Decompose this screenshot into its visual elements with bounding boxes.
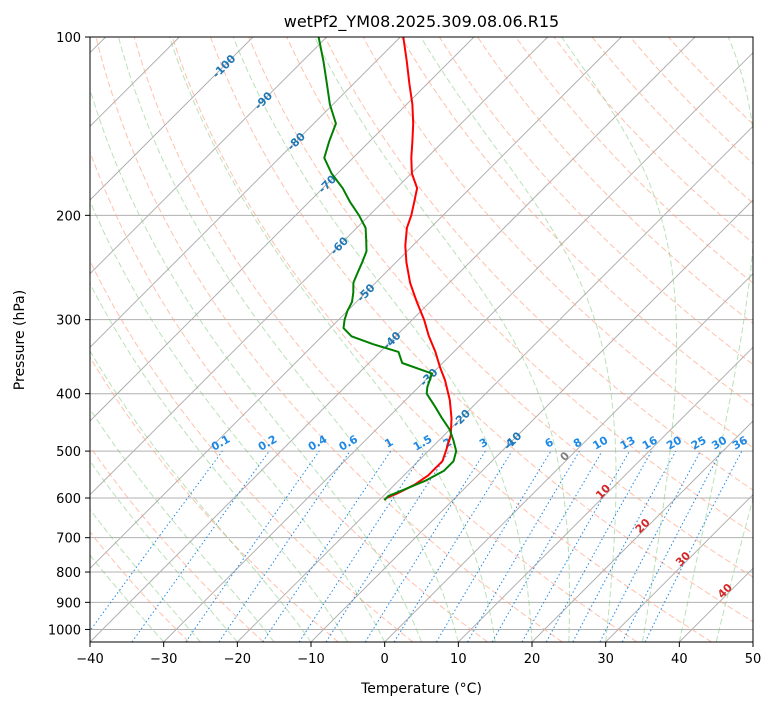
dry-adiabat [210, 37, 753, 623]
x-axis-ticks: −40 −30 −20 −10 0 10 20 30 40 50 [76, 642, 761, 667]
plot-frame [89, 36, 754, 643]
mixing-ratio-line [491, 450, 603, 642]
y-axis-label: Pressure (hPa) [12, 290, 28, 390]
isotherm-gridline [384, 272, 753, 642]
mixing-ratio-line [185, 450, 320, 642]
isotherm-gridline [90, 37, 254, 201]
x-tick-label: 40 [671, 652, 688, 667]
x-tick-label: −10 [297, 652, 324, 667]
x-axis-label: Temperature (°C) [360, 681, 482, 697]
isotherm-gridline [90, 37, 622, 570]
y-tick-label: 100 [56, 31, 81, 46]
mixing-ratio-line [545, 450, 653, 642]
mixing-ratio-line [90, 450, 223, 632]
moist-adiabat [90, 199, 386, 642]
moist-adiabat [90, 87, 422, 642]
moist-adiabat [314, 37, 571, 642]
isotherm-gridline [90, 37, 549, 496]
y-tick-label: 900 [56, 596, 81, 611]
dry-adiabat [515, 37, 753, 284]
moist-adiabat [232, 37, 533, 642]
chart-title: wetPf2_YM08.2025.309.08.06.R15 [284, 12, 559, 32]
dry-adiabat [95, 37, 563, 642]
isotherm-gridline [163, 51, 753, 642]
dry-adiabat [90, 150, 488, 642]
y-tick-label: 1000 [48, 623, 81, 638]
moist-adiabat [90, 408, 275, 642]
y-axis-ticks: 100 200 300 400 500 600 700 800 900 1000 [48, 31, 90, 638]
x-tick-label: −20 [224, 652, 251, 667]
y-tick-label: 600 [56, 492, 81, 507]
x-tick-label: −30 [150, 652, 177, 667]
mixing-ratio-line [393, 450, 513, 642]
dry-adiabat [324, 37, 753, 491]
isotherm-gridline [90, 37, 328, 275]
y-tick-label: 500 [56, 445, 81, 460]
y-tick-label: 400 [56, 388, 81, 403]
temperature-trace [386, 37, 453, 499]
moist-adiabats [90, 37, 753, 642]
isotherm-gridline [236, 125, 753, 642]
isotherm-gridline [605, 493, 753, 642]
dry-adiabat [591, 37, 753, 204]
dewpoint-trace [317, 37, 458, 501]
x-tick-label: 20 [524, 652, 541, 667]
moist-adiabat [561, 37, 678, 642]
sounding-traces [317, 37, 458, 501]
x-tick-label: 50 [745, 652, 762, 667]
moist-adiabat [420, 37, 617, 642]
dry-adiabat [553, 37, 753, 244]
mixing-ratio-line [131, 450, 270, 642]
mixing-ratio-line [364, 450, 486, 642]
dry-adiabats [90, 37, 753, 642]
dry-adiabat [438, 37, 753, 366]
moist-adiabat [678, 37, 753, 642]
isotherm-gridline [531, 420, 753, 642]
x-tick-label: 30 [597, 652, 614, 667]
mixing-ratio-line [218, 450, 351, 642]
moist-adiabat [118, 37, 459, 642]
y-tick-label: 700 [56, 532, 81, 547]
y-tick-label: 300 [56, 314, 81, 329]
x-tick-label: 0 [381, 652, 389, 667]
dry-adiabat [477, 37, 753, 325]
isotherm-gridline [90, 37, 401, 349]
dry-adiabat [286, 37, 753, 534]
x-tick-label: −40 [76, 652, 103, 667]
dry-adiabat [90, 531, 190, 642]
y-tick-label: 200 [56, 209, 81, 224]
moist-adiabat [715, 496, 753, 642]
isotherm-gridlines [90, 37, 753, 642]
dry-adiabat [400, 37, 753, 407]
dry-adiabat [90, 259, 414, 642]
pressure-gridlines [90, 37, 753, 630]
moist-adiabat [90, 349, 312, 642]
moist-adiabat [90, 282, 349, 642]
mixing-ratio-line [521, 450, 630, 642]
y-tick-label: 800 [56, 566, 81, 581]
dry-adiabat [248, 37, 753, 578]
moist-adiabat [169, 37, 496, 642]
mixing-ratio-line [435, 450, 552, 642]
mixing-ratio-line [467, 450, 580, 642]
dry-adiabat [133, 37, 638, 642]
x-tick-label: 10 [450, 652, 467, 667]
mixing-ratio-line [572, 450, 677, 642]
mixing-ratio-lines [90, 450, 743, 642]
isotherm-gridline [90, 37, 475, 422]
dry-adiabat [629, 37, 753, 165]
mixing-ratio-line [325, 450, 450, 642]
isotherm-gridline [90, 37, 696, 642]
dry-adiabat [362, 37, 753, 449]
isotherm-gridline [457, 346, 753, 642]
